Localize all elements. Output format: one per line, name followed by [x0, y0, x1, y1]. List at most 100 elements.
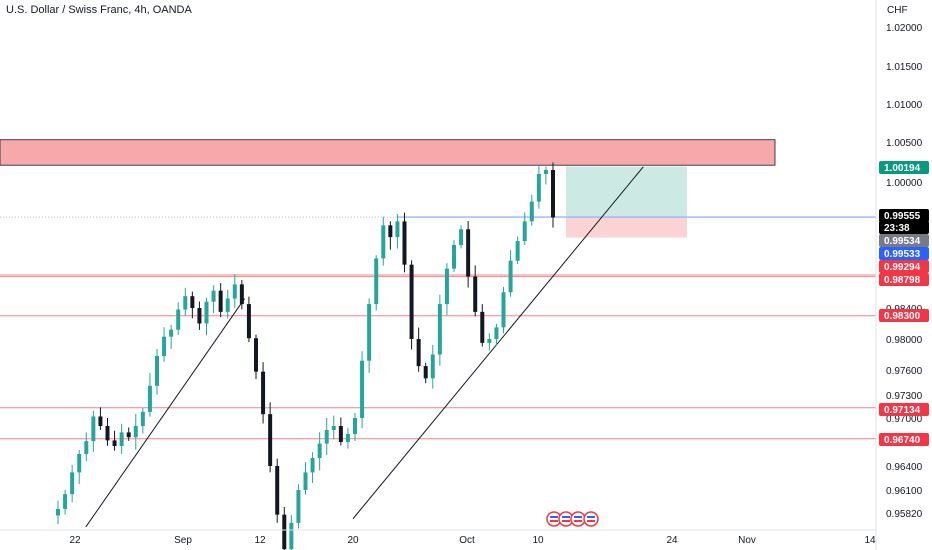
candle-body[interactable]: [508, 260, 513, 293]
candle-body[interactable]: [211, 290, 216, 302]
candle-body[interactable]: [494, 327, 499, 339]
candle-body[interactable]: [402, 221, 407, 265]
candle-body[interactable]: [169, 329, 174, 337]
y-tick-label: 0.96100: [886, 486, 923, 497]
candle-body[interactable]: [70, 472, 75, 495]
candle-body[interactable]: [296, 490, 301, 523]
candle-body[interactable]: [162, 336, 167, 357]
candle-body[interactable]: [239, 284, 244, 305]
candle-body[interactable]: [119, 432, 124, 446]
candle-body[interactable]: [303, 472, 308, 490]
candle-body[interactable]: [437, 304, 442, 355]
y-tick-label: 1.00500: [886, 138, 923, 149]
candle-body[interactable]: [310, 458, 315, 473]
candle-body[interactable]: [63, 494, 68, 509]
candle-body[interactable]: [444, 268, 449, 305]
candle-body[interactable]: [268, 414, 273, 466]
candle-body[interactable]: [218, 290, 223, 312]
trendline[interactable]: [85, 298, 246, 528]
price-badge: [879, 221, 929, 234]
candle-body[interactable]: [331, 426, 336, 430]
candle-body[interactable]: [147, 385, 152, 412]
price-badge: [879, 234, 929, 247]
candle-body[interactable]: [452, 245, 456, 269]
position-profit-area[interactable]: [566, 166, 687, 218]
y-tick-label: 0.97300: [886, 391, 923, 402]
y-tick-label: 0.97600: [886, 366, 923, 377]
x-tick-label: 20: [347, 535, 359, 546]
price-badge: [879, 403, 929, 416]
candle-body[interactable]: [98, 416, 103, 426]
candle-body[interactable]: [515, 241, 520, 261]
candle-body[interactable]: [430, 354, 435, 379]
candle-body[interactable]: [353, 418, 357, 434]
candle-body[interactable]: [480, 311, 485, 343]
candle-body[interactable]: [551, 170, 555, 218]
candle-body[interactable]: [473, 276, 478, 312]
candle-body[interactable]: [345, 434, 350, 442]
candle-body[interactable]: [466, 229, 471, 277]
candle-body[interactable]: [254, 338, 258, 372]
candle-body[interactable]: [84, 441, 89, 454]
flag-stripe-icon: [550, 516, 558, 518]
candle-body[interactable]: [416, 339, 421, 367]
candle-body[interactable]: [77, 454, 82, 473]
candle-body[interactable]: [423, 366, 428, 379]
flag-stripe-icon: [587, 520, 595, 522]
x-tick-label: 14: [864, 535, 876, 546]
candle-body[interactable]: [324, 430, 329, 444]
candle-body[interactable]: [197, 308, 202, 324]
candle-body[interactable]: [529, 201, 534, 222]
x-tick-label: 22: [69, 535, 81, 546]
candle-body[interactable]: [261, 371, 266, 415]
candle-body[interactable]: [190, 296, 195, 308]
position-stop-area[interactable]: [566, 217, 687, 238]
economic-event-icon[interactable]: [583, 511, 599, 527]
candle-body[interactable]: [91, 416, 96, 442]
y-tick-label: 1.01500: [886, 62, 923, 73]
candle-body[interactable]: [112, 440, 117, 446]
candle-body[interactable]: [367, 304, 372, 361]
candle-body[interactable]: [140, 411, 145, 426]
event-icons[interactable]: [546, 511, 599, 527]
candle-body[interactable]: [246, 304, 251, 339]
candle-body[interactable]: [133, 426, 138, 438]
candle-body[interactable]: [374, 258, 379, 305]
candle-body[interactable]: [126, 432, 131, 438]
candle-body[interactable]: [56, 508, 60, 516]
candle-body[interactable]: [225, 298, 230, 312]
candle-body[interactable]: [183, 296, 188, 310]
candle-body[interactable]: [289, 522, 294, 550]
candle-body[interactable]: [282, 514, 287, 550]
candle-body[interactable]: [360, 360, 365, 418]
candle-body[interactable]: [155, 356, 159, 386]
candle-body[interactable]: [395, 221, 400, 238]
candle-body[interactable]: [487, 339, 492, 343]
candle-body[interactable]: [459, 229, 464, 245]
candle-body[interactable]: [317, 443, 322, 458]
flag-stripe-icon: [574, 520, 582, 522]
candle-body[interactable]: [522, 221, 527, 242]
candle-body[interactable]: [232, 284, 237, 299]
candle-body[interactable]: [204, 301, 209, 324]
economic-event-icon[interactable]: [570, 511, 586, 527]
candle-body[interactable]: [275, 466, 280, 515]
candle-body[interactable]: [501, 292, 506, 328]
candle-body[interactable]: [338, 426, 343, 442]
currency-label: CHF: [887, 5, 908, 16]
candle-body[interactable]: [409, 264, 414, 339]
price-badge: [879, 433, 929, 446]
flag-stripe-icon: [550, 520, 558, 522]
candle-body[interactable]: [388, 225, 393, 238]
resistance-zone[interactable]: [0, 139, 776, 166]
price-badge-label: 0.99533: [884, 249, 921, 260]
trendline[interactable]: [352, 166, 644, 520]
candle-body[interactable]: [543, 170, 548, 174]
candle-body[interactable]: [381, 225, 386, 259]
candle-body[interactable]: [536, 174, 541, 202]
candle-body[interactable]: [105, 426, 110, 441]
candle-body[interactable]: [176, 309, 181, 330]
price-badge-label: 0.99294: [884, 262, 921, 273]
